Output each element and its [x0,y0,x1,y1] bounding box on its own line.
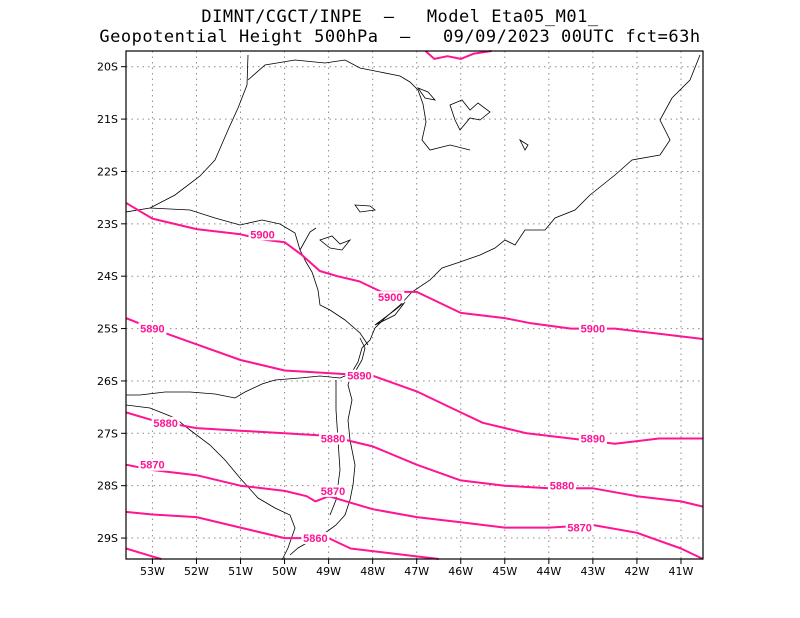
contour-label: 5890 [581,434,605,446]
contour-label-bg [376,291,405,304]
contour-line-5900 [125,202,704,340]
contour-line-5870 [125,463,704,560]
contour-label-bg [319,484,348,497]
x-tick-label: 41W [669,565,694,578]
contour-label: 5860 [303,533,327,545]
contour-label: 5900 [378,292,402,304]
reservoir-path [449,99,491,131]
border-path [354,337,366,373]
x-tick-label: 49W [316,565,341,578]
border-path [299,227,317,251]
y-tick-label: 20S [97,61,118,74]
contour-label-bg [319,432,348,445]
contour-labels: 5900 5900 5900 5890 5890 5890 5880 5880 5880 5870… [138,228,607,545]
x-tick-label: 46W [448,565,473,578]
chart-title-line-2: Geopotential Height 500hPa – 09/09/2023 … [99,27,701,47]
contour-label: 5890 [140,324,164,336]
x-tick-label: 48W [360,565,385,578]
y-tick-label: 21S [97,113,118,126]
reservoir-path [319,235,352,251]
y-tick-label: 29S [97,532,118,545]
contour-label: 5870 [140,460,164,472]
x-tick-label: 51W [228,565,253,578]
x-tick-label: 47W [404,565,429,578]
contour-line-5860 [125,510,439,560]
chart-title-line-1: DIMNT/CGCT/INPE – Model Eta05_M01_ [201,7,599,27]
y-tick-label: 24S [97,270,118,283]
y-tick-label: 23S [97,218,118,231]
x-tick-label: 52W [184,565,209,578]
y-tick-label: 27S [97,427,118,440]
contour-line-5910 [424,50,492,60]
contour-label-bg [565,521,594,534]
x-tick-label: 45W [492,565,517,578]
x-tick-label: 42W [624,565,649,578]
y-tick-label: 28S [97,480,118,493]
contour-line-5880 [125,411,704,508]
y-tick-label: 22S [97,165,118,178]
contour-label: 5890 [347,371,371,383]
contour-label-bg [248,228,277,241]
plot-frame [125,50,704,560]
island-path [374,301,406,326]
contour-label: 5880 [321,434,345,446]
border-path [125,54,249,213]
axes: 53W 52W 51W 50W 49W 48W 47W 46W 45W 44W 43W 42W 41W 2… [97,61,694,578]
y-tick-label: 26S [97,375,118,388]
x-tick-label: 50W [272,565,297,578]
contour-label-bg [138,322,167,335]
reservoir-path [416,87,437,101]
reservoir-path [519,138,529,151]
contour-lines [125,50,704,560]
contour-label: 5880 [153,418,177,430]
grid-lines [126,51,703,559]
reservoir-path [354,204,376,213]
x-tick-label: 53W [140,565,165,578]
contour-label-bg [548,479,577,492]
x-tick-label: 43W [580,565,605,578]
contour-label: 5880 [550,481,574,493]
contour-line-5850 [125,547,162,560]
border-path [329,380,341,516]
contour-label: 5900 [581,324,605,336]
border-path [247,59,471,151]
contour-label: 5870 [567,523,591,535]
y-tick-label: 25S [97,323,118,336]
contour-label: 5870 [321,486,345,498]
contour-label-bg [578,432,607,445]
coastline-path [289,54,701,556]
contour-label-bg [301,532,330,545]
border-path [126,371,356,399]
contour-label: 5900 [250,229,274,241]
contour-label-bg [578,322,607,335]
x-tick-label: 44W [536,565,561,578]
contour-label-bg [138,458,167,471]
coastline-borders [125,54,701,561]
contour-label-bg [151,416,180,429]
contour-label-bg [345,369,374,382]
